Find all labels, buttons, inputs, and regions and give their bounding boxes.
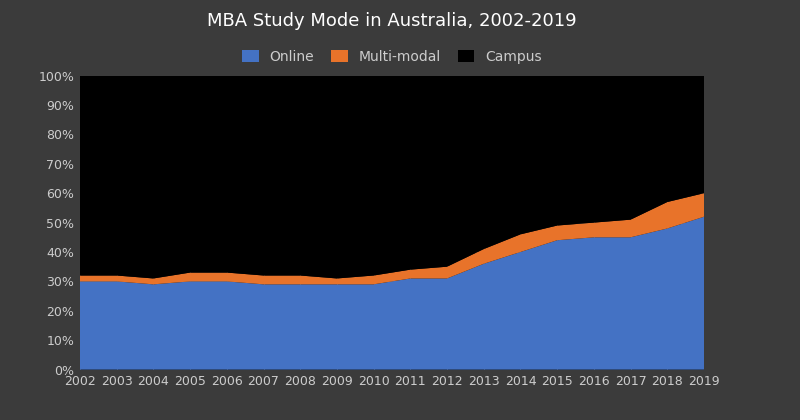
Legend: Online, Multi-modal, Campus: Online, Multi-modal, Campus xyxy=(236,45,548,69)
Title: MBA Study Mode in Australia, 2002-2019: MBA Study Mode in Australia, 2002-2019 xyxy=(207,12,577,29)
